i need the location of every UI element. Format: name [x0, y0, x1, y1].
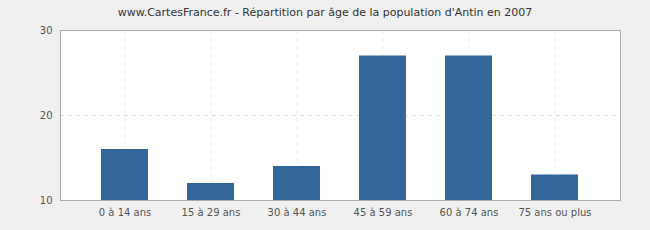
svg-text:45 à 59 ans: 45 à 59 ans — [354, 207, 413, 218]
svg-text:75 ans ou plus: 75 ans ou plus — [518, 207, 591, 218]
svg-text:30 à 44 ans: 30 à 44 ans — [268, 207, 327, 218]
svg-text:10: 10 — [40, 195, 53, 206]
svg-text:60 à 74 ans: 60 à 74 ans — [440, 207, 499, 218]
html-text:www.CartesFrance.fr - Répartit: www.CartesFrance.fr - Répartition par âg… — [117, 6, 533, 19]
svg-text:20: 20 — [40, 110, 53, 121]
svg-text:30: 30 — [40, 25, 53, 36]
svg-text:0 à 14 ans: 0 à 14 ans — [99, 207, 151, 218]
svg-text:15 à 29 ans: 15 à 29 ans — [182, 207, 241, 218]
